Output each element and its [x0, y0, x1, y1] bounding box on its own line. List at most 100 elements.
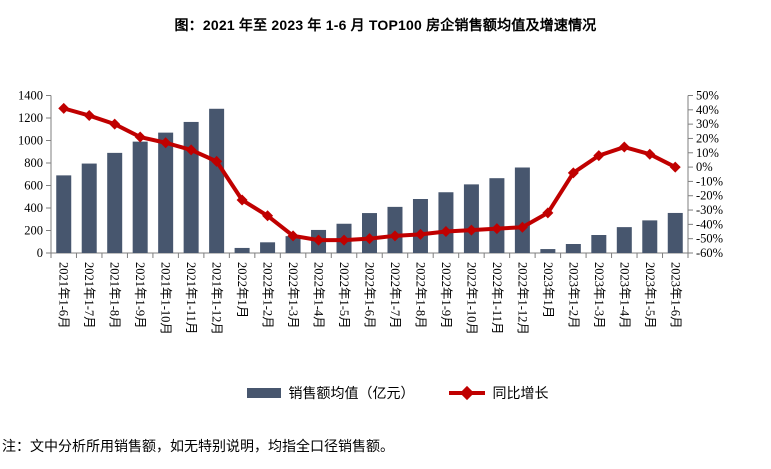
bar — [667, 212, 683, 253]
left-axis-tick-label: 800 — [24, 156, 43, 170]
x-tick-label: 2021年1-8月 — [108, 262, 122, 329]
footnote: 注：文中分析所用销售额，如无特别说明，均指全口径销售额。 — [2, 438, 394, 454]
line-marker — [185, 144, 197, 156]
x-tick-label: 2022年1-8月 — [413, 262, 427, 329]
bar — [387, 206, 403, 253]
line-marker — [313, 234, 325, 246]
bar — [591, 235, 607, 253]
line-marker — [669, 161, 681, 173]
line-marker — [109, 118, 121, 130]
bar — [412, 199, 428, 253]
x-tick-label: 2022年1-12月 — [515, 262, 529, 335]
bar — [260, 242, 276, 253]
left-axis-tick-label: 1200 — [18, 111, 43, 125]
x-tick-label: 2023年1-6月 — [668, 262, 682, 329]
bar — [56, 175, 72, 253]
x-tick-label: 2022年1-2月 — [261, 262, 275, 329]
line-marker — [618, 141, 630, 153]
bar — [81, 163, 97, 253]
x-tick-label: 2021年1-10月 — [159, 262, 173, 335]
line-marker — [542, 207, 554, 219]
x-tick-label: 2021年1-9月 — [133, 262, 147, 329]
x-tick-label: 2022年1-6月 — [363, 262, 377, 329]
x-tick-label: 2021年1-6月 — [57, 262, 71, 329]
bar — [158, 132, 174, 253]
line-marker — [338, 234, 350, 246]
bar — [565, 244, 581, 253]
legend-item-sales: 销售额均值（亿元） — [246, 383, 415, 403]
line-marker — [83, 110, 95, 122]
bar — [132, 141, 148, 253]
legend-item-growth: 同比增长 — [448, 383, 549, 403]
line-series-label: 同比增长 — [492, 385, 549, 401]
right-axis-tick-label: 40% — [696, 103, 719, 117]
bar — [362, 213, 377, 253]
bar — [489, 178, 505, 253]
line-marker — [516, 221, 528, 233]
bar — [463, 184, 479, 253]
bar — [438, 192, 454, 253]
right-axis-tick-label: -30% — [696, 203, 723, 217]
right-axis-tick-label: 30% — [696, 117, 719, 131]
bar — [234, 247, 250, 253]
bar — [183, 121, 199, 253]
x-tick-label: 2022年1-5月 — [337, 262, 351, 329]
x-tick-label: 2022年1-10月 — [464, 262, 478, 335]
bar-series-label: 销售额均值（亿元） — [288, 385, 415, 401]
line-marker — [211, 155, 223, 167]
x-tick-label: 2022年1-7月 — [388, 262, 402, 329]
x-tick-label: 2023年1-4月 — [617, 262, 631, 329]
right-axis-tick-label: -50% — [696, 232, 723, 246]
bar — [540, 249, 556, 253]
chart-title: 图：2021 年至 2023 年 1-6 月 TOP100 房企销售额均值及增速… — [174, 17, 597, 33]
x-tick-label: 2022年1-3月 — [286, 262, 300, 329]
bar — [616, 227, 632, 253]
chart-legend: 销售额均值（亿元） 同比增长 — [12, 383, 771, 403]
left-axis-tick-label: 1400 — [18, 89, 43, 103]
line-marker — [440, 226, 452, 238]
x-tick-label: 2021年1-7月 — [82, 262, 96, 329]
right-axis-tick-label: -10% — [696, 174, 723, 188]
line-marker — [414, 228, 426, 240]
bar-series-swatch-icon — [246, 388, 281, 398]
x-tick-label: 2022年1-4月 — [312, 262, 326, 329]
line-marker — [160, 137, 172, 149]
bar — [209, 108, 225, 254]
x-tick-label: 2023年1-2月 — [566, 262, 580, 329]
right-axis-tick-label: 50% — [696, 89, 719, 103]
x-tick-label: 2022年1月 — [235, 262, 249, 318]
line-marker — [58, 102, 70, 114]
bar — [514, 167, 530, 253]
right-axis-tick-label: -20% — [696, 189, 723, 203]
left-axis-tick-label: 600 — [24, 179, 43, 193]
x-tick-label: 2021年1-11月 — [184, 262, 198, 334]
bar — [107, 152, 123, 253]
left-axis-tick-label: 200 — [24, 224, 43, 238]
line-marker — [134, 131, 146, 143]
bar — [642, 220, 658, 253]
bar — [285, 236, 301, 253]
x-tick-label: 2021年1-12月 — [210, 262, 224, 335]
line-marker — [262, 210, 274, 222]
line-marker — [236, 194, 248, 206]
x-tick-label: 2023年1-3月 — [592, 262, 606, 329]
right-axis-tick-label: -60% — [696, 246, 723, 260]
line-series-marker-icon — [448, 391, 485, 395]
line-marker — [644, 148, 656, 160]
left-axis-tick-label: 0 — [37, 246, 43, 260]
left-axis-tick-label: 1000 — [18, 134, 43, 148]
x-tick-label: 2023年1-5月 — [643, 262, 657, 329]
right-axis-tick-label: 20% — [696, 131, 719, 145]
right-axis-tick-label: 10% — [696, 146, 719, 160]
x-tick-label: 2023年1月 — [541, 262, 555, 318]
line-marker — [389, 230, 401, 242]
x-tick-label: 2022年1-9月 — [439, 262, 453, 329]
right-axis-tick-label: -40% — [696, 217, 723, 231]
line-marker — [364, 233, 375, 245]
line-marker — [593, 150, 605, 162]
x-tick-label: 2022年1-11月 — [490, 262, 504, 334]
line-marker — [491, 223, 503, 235]
left-axis-tick-label: 400 — [24, 201, 43, 215]
line-marker — [567, 167, 579, 179]
